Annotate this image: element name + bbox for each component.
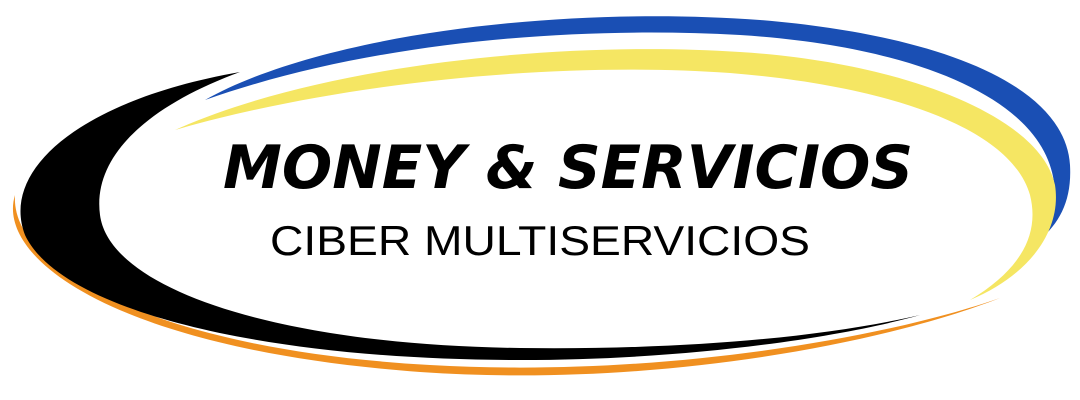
brand-subtitle: CIBER MULTISERVICIOS bbox=[270, 217, 810, 264]
brand-title: MONEY & SERVICIOS bbox=[223, 133, 913, 203]
